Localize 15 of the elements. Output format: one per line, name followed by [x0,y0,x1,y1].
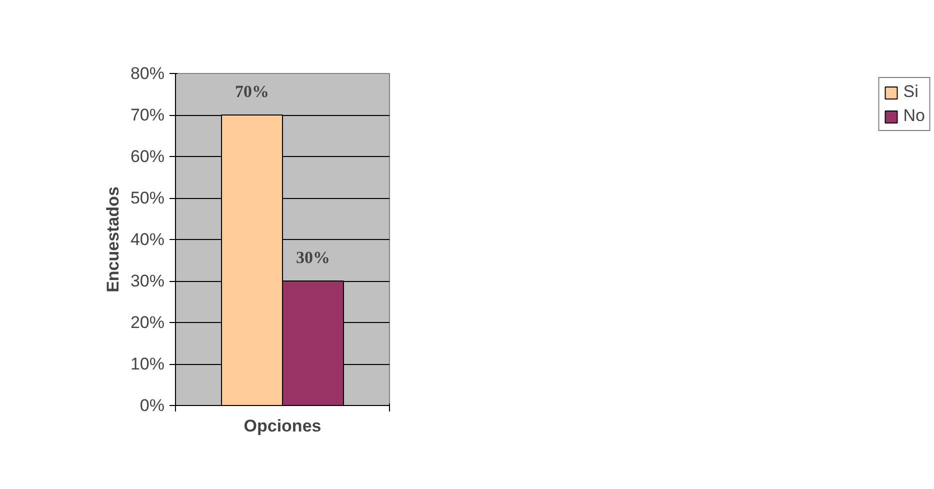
y-tick-label: 80% [130,64,165,83]
y-tick-label: 50% [130,188,165,208]
x-axis-title: Opciones [244,416,322,436]
y-tick-label: 30% [130,272,165,290]
data-label: 30% [296,248,330,267]
y-axis-title: Encuestados [103,186,122,292]
y-tick-label: 70% [130,106,165,124]
y-tick-label: 60% [130,147,165,166]
legend-label: No [903,106,925,126]
y-tick-label: 10% [130,354,165,374]
y-tick-label: 40% [130,230,165,249]
data-label: 70% [235,82,270,101]
legend-label: Si [903,82,920,102]
y-tick-label: 0% [140,396,165,415]
y-tick-label: 20% [130,313,165,332]
